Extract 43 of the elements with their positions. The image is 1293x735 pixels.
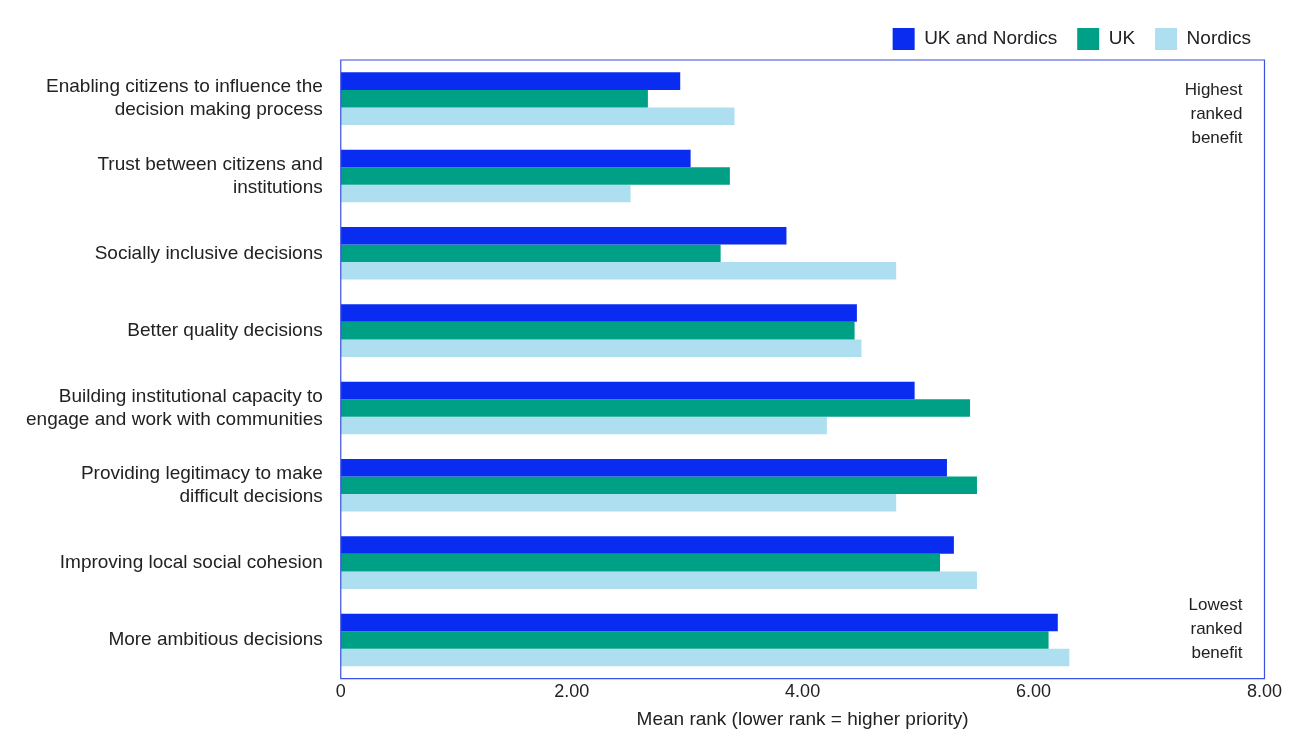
bar [340, 262, 897, 280]
bar [340, 459, 947, 477]
bar [340, 494, 897, 512]
legend-label: UK and Nordics [924, 27, 1058, 49]
bar [340, 72, 681, 90]
y-tick-label: Socially inclusive decisions [94, 241, 323, 263]
bar [340, 571, 977, 589]
y-tick-label: Better quality decisions [127, 318, 323, 340]
bar [340, 149, 691, 168]
bar [340, 321, 855, 340]
x-tick-label: 8.00 [1246, 681, 1283, 702]
x-tick-label: 6.00 [1016, 681, 1052, 702]
bar [340, 553, 941, 572]
bar [340, 381, 915, 400]
legend-label: Nordics [1186, 27, 1251, 49]
bar [340, 399, 971, 417]
x-axis-title: Mean rank (lower rank = higher priority) [636, 707, 969, 729]
legend-label: UK [1108, 27, 1136, 49]
bar [340, 476, 977, 495]
y-tick-label: Providing legitimacy to make difficult decisions [80, 462, 323, 506]
bar [340, 648, 1070, 667]
bar [340, 89, 648, 108]
y-tick-label: Improving local social cohesion [59, 550, 323, 572]
y-tick-label: Enabling citizens to influence the decision making process [46, 75, 323, 120]
bar [340, 107, 735, 125]
bar [340, 613, 1058, 632]
bar [340, 631, 1049, 649]
x-tick-label: 0 [335, 681, 346, 702]
x-tick-label: 2.00 [554, 681, 590, 702]
bar [340, 304, 857, 322]
bar [340, 339, 862, 357]
y-tick-label: Trust between citizens and institutions [97, 152, 323, 197]
y-tick-label: Building institutional capacity to engage and work with communities [26, 384, 323, 429]
bar [340, 227, 787, 245]
bar [340, 167, 730, 185]
bar [340, 536, 954, 554]
bar [340, 244, 721, 263]
annotation: Highest ranked benefit [1184, 80, 1243, 148]
y-tick-label: More ambitious decisions [108, 628, 323, 650]
bar [340, 184, 631, 203]
bar [340, 416, 827, 435]
x-tick-label: 4.00 [785, 681, 821, 702]
annotation: Lowest ranked benefit [1188, 594, 1243, 662]
